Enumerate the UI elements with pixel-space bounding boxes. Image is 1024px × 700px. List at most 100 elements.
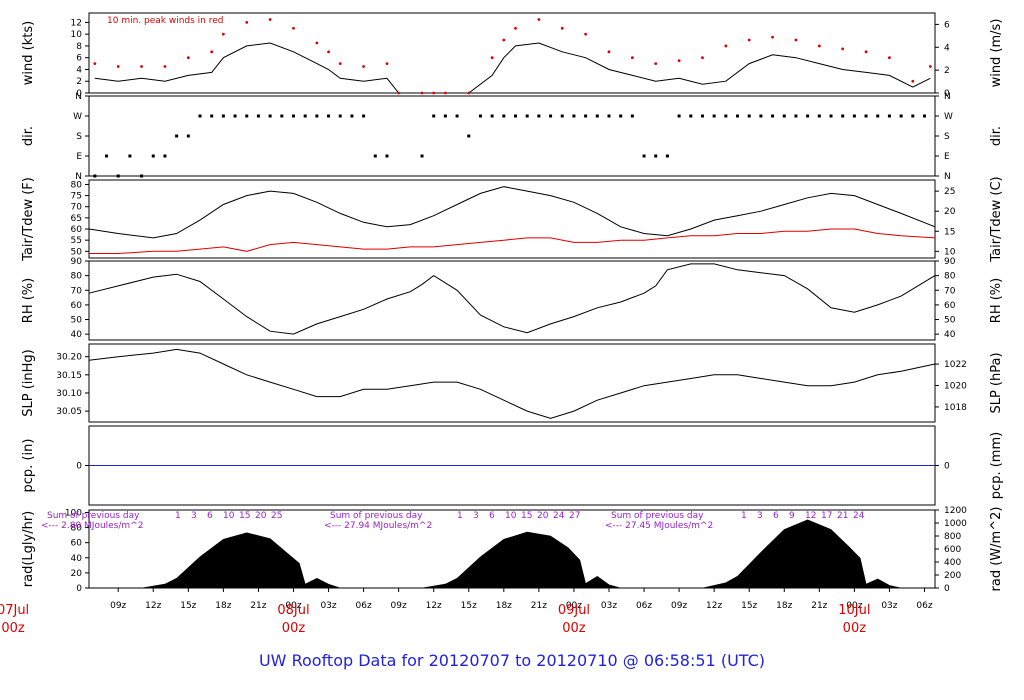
rad-hour-mark: 1 xyxy=(457,511,463,521)
dir-point xyxy=(619,114,623,118)
rad-hour-mark: 1 xyxy=(741,511,747,521)
rad-hour-mark: 10 xyxy=(505,511,517,521)
day-time-label: 00z xyxy=(1,621,25,636)
wind-peak-point xyxy=(747,38,751,42)
wind-peak-point xyxy=(221,32,225,36)
ytick-label-left-dir: N xyxy=(75,172,82,182)
dir-point xyxy=(852,114,856,118)
wind-peak-point xyxy=(911,79,915,83)
wind-peak-point xyxy=(701,56,704,60)
wind-peak-point xyxy=(327,50,330,54)
ytick-label-right-rh: 50 xyxy=(944,316,956,326)
dir-point xyxy=(560,114,564,118)
rad-hour-mark: 15 xyxy=(521,511,532,521)
ytick-label-left-wind: 8 xyxy=(76,42,82,52)
rad-hour-mark: 25 xyxy=(271,511,282,521)
ytick-label-right-slp: 1022 xyxy=(944,360,967,370)
wind-peak-point xyxy=(794,38,798,42)
wind-peak-point xyxy=(186,56,190,60)
wind-peak-point xyxy=(841,47,845,51)
ytick-label-right-rad: 800 xyxy=(944,532,961,542)
dir-point xyxy=(175,134,179,138)
dir-point xyxy=(467,134,471,138)
ytick-label-right-dir: E xyxy=(944,152,950,162)
wind-annotation: 10 min. peak winds in red xyxy=(107,16,224,26)
rad-sum-label: Sum of previous day xyxy=(611,511,704,521)
dir-point xyxy=(537,114,541,118)
xtick-label: 15z xyxy=(741,601,757,611)
dir-point xyxy=(572,114,576,118)
dir-point xyxy=(443,114,447,118)
series-temp-2 xyxy=(88,186,936,239)
ylabel-left-rad: rad(Lgly/hr) xyxy=(21,511,36,587)
ytick-label-right-wind: 4 xyxy=(944,43,950,53)
ytick-label-right-temp: 25 xyxy=(944,187,955,197)
wind-peak-point xyxy=(864,50,868,54)
ytick-label-left-rad: 20 xyxy=(71,569,83,579)
xtick-label: 15z xyxy=(180,601,196,611)
series-rh-4 xyxy=(88,263,936,335)
panel-frame-temp xyxy=(88,179,936,259)
rad-hour-mark: 3 xyxy=(473,511,479,521)
chart-title: UW Rooftop Data for 20120707 to 20120710… xyxy=(259,651,765,670)
ytick-label-left-rh: 50 xyxy=(71,316,83,326)
ytick-label-right-wind: 2 xyxy=(944,66,950,76)
rad-hour-mark: 6 xyxy=(207,511,213,521)
ytick-label-left-temp: 80 xyxy=(71,180,83,190)
panel-group: wind (kts) wind (m/s) dir. dir. Tair/Tdew (F… xyxy=(21,12,1004,594)
wind-peak-point xyxy=(677,59,681,63)
ytick-label-left-rh: 70 xyxy=(71,286,83,296)
ytick-label-right-rh: 60 xyxy=(944,301,956,311)
panel-frame-wind xyxy=(88,12,936,94)
ylabel-left-dir: dir. xyxy=(21,126,36,146)
wind-peak-point xyxy=(163,65,167,68)
dir-point xyxy=(654,154,658,158)
ytick-label-right-rad: 200 xyxy=(944,571,961,581)
ytick-label-left-rad: 80 xyxy=(71,524,83,534)
dir-point xyxy=(829,114,833,118)
dir-point xyxy=(245,114,249,118)
xtick-label: 21z xyxy=(531,601,547,611)
wind-peak-point xyxy=(537,18,541,21)
wind-peak-point xyxy=(584,32,588,36)
dir-point xyxy=(607,114,611,118)
xtick-label: 06z xyxy=(916,601,932,611)
ytick-label-left-wind: 10 xyxy=(71,30,83,40)
xtick-label: 09z xyxy=(110,601,126,611)
rad-sum-value: <--- 27.45 MJoules/m^2 xyxy=(605,521,713,531)
dir-point xyxy=(514,114,518,118)
dir-point xyxy=(221,114,225,118)
ytick-label-left-slp: 30.15 xyxy=(56,371,82,381)
xtick-label: 18z xyxy=(215,601,231,611)
ylabel-right-rad: rad (W/m^2) xyxy=(989,507,1004,592)
rad-hour-mark: 9 xyxy=(789,511,795,521)
ytick-label-right-slp: 1018 xyxy=(944,403,967,413)
wind-peak-point xyxy=(292,26,295,30)
day-label: 09Jul xyxy=(558,603,590,618)
ytick-label-left-wind: 0 xyxy=(76,89,82,99)
ytick-label-left-temp: 65 xyxy=(71,214,82,224)
dir-point xyxy=(385,154,389,158)
dir-point xyxy=(549,114,553,118)
rad-hour-mark: 17 xyxy=(821,511,832,521)
ytick-label-left-rh: 60 xyxy=(71,301,83,311)
xtick-label: 09z xyxy=(391,601,407,611)
time-axis: 09z 12z 15z 18z 21z 00z 03z 06z 09z 12z 15z 18z 21z 0… xyxy=(0,588,933,636)
ytick-label-left-slp: 30.10 xyxy=(56,389,82,399)
ytick-label-right-dir: W xyxy=(944,112,953,122)
day-label: 07Jul xyxy=(0,603,29,618)
dir-point xyxy=(128,154,132,158)
ylabel-right-rh: RH (%) xyxy=(989,278,1004,323)
wind-peak-point xyxy=(420,91,424,95)
ylabel-left-slp: SLP (inHg) xyxy=(21,349,36,417)
wind-peak-point xyxy=(654,62,658,65)
wind-peak-point xyxy=(93,62,97,65)
xtick-label: 00z xyxy=(846,601,862,611)
wind-peak-point xyxy=(467,91,471,95)
dir-point xyxy=(362,114,366,118)
ytick-label-left-rh: 90 xyxy=(71,257,83,267)
xtick-label: 06z xyxy=(636,601,652,611)
ytick-label-left-temp: 50 xyxy=(71,247,83,257)
dir-point xyxy=(736,114,740,118)
dir-point xyxy=(724,114,728,118)
